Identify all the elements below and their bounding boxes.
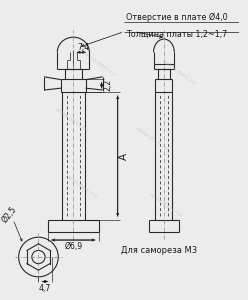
Text: Отверстие в плате Ø4,0: Отверстие в плате Ø4,0 <box>126 13 228 22</box>
Text: www.darc.ru: www.darc.ru <box>148 192 183 218</box>
Text: www.darc.ru: www.darc.ru <box>82 50 117 77</box>
Text: 2,2: 2,2 <box>104 79 113 92</box>
Text: 7,4: 7,4 <box>77 43 89 52</box>
Text: www.darc.ru: www.darc.ru <box>63 173 98 200</box>
Text: www.darc.ru: www.darc.ru <box>162 60 197 86</box>
Text: www.darc.ru: www.darc.ru <box>54 107 89 134</box>
Text: A: A <box>119 152 129 160</box>
Text: Ø2,5: Ø2,5 <box>0 205 18 224</box>
Text: Ø6,9: Ø6,9 <box>64 242 82 251</box>
Text: 4,7: 4,7 <box>39 284 51 292</box>
Text: Для самореза M3: Для самореза M3 <box>121 246 197 255</box>
Text: www.darc.ru: www.darc.ru <box>134 126 169 152</box>
Text: Толщина платы 1,2~1,7: Толщина платы 1,2~1,7 <box>126 30 227 39</box>
